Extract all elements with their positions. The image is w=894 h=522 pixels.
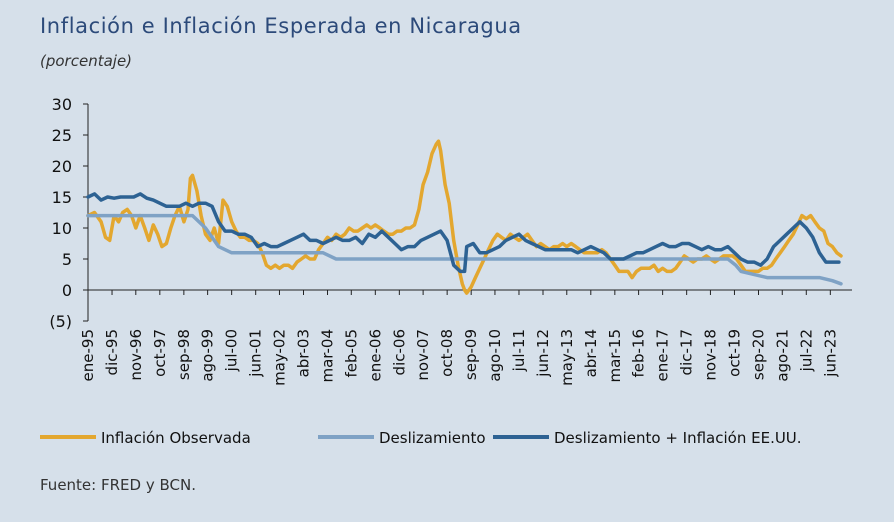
x-tick-label: nov-96 [127,329,145,381]
x-tick-label: sep-20 [749,329,767,380]
x-tick-label: mar-04 [319,329,337,383]
x-tick-label: jul-11 [510,329,528,372]
x-tick-label: oct-19 [725,329,743,377]
chart-title: Inflación e Inflación Esperada en Nicara… [40,14,522,38]
source-note: Fuente: FRED y BCN. [40,476,196,494]
x-tick-label: feb-05 [342,329,360,378]
x-tick-label: jun-12 [534,329,552,378]
x-tick-label: dic-17 [678,329,696,375]
x-tick-label: feb-16 [630,329,648,378]
inflation-line-chart: (5) 0 5 10 15 20 25 30 ene-95 dic-95 nov-96 oct-97 s… [40,95,852,447]
y-tick-label: 15 [52,188,72,207]
series-line-1 [86,139,843,295]
x-tick-label: abr-03 [294,329,312,377]
x-tick-label: ene-06 [366,329,384,381]
y-tick-label: (5) [49,312,72,331]
x-tick-label: ago-21 [773,329,791,382]
y-tick-label: 0 [62,281,72,300]
legend-label-2: Deslizamiento [379,429,486,447]
series-layer [86,139,843,295]
legend: Inflación Observada Deslizamiento Deslizam… [40,429,802,447]
x-tick-label: jun-01 [247,329,265,378]
legend-label-1: Inflación Observada [101,429,251,447]
y-tick-label: 10 [52,219,72,238]
x-tick-label: ago-99 [199,329,217,382]
x-tick-label: mar-15 [606,329,624,383]
x-tick-label: jul-22 [797,329,815,372]
x-tick-label: oct-97 [151,329,169,377]
x-tick-label: dic-06 [390,329,408,375]
y-tick-label: 25 [52,126,72,145]
x-tick-label: nov-07 [414,329,432,381]
x-tick-label: jul-00 [223,329,241,372]
y-tick-label: 30 [52,95,72,114]
x-tick-label: nov-18 [701,329,719,381]
x-tick-label: may-13 [558,329,576,386]
series-line-2 [86,213,843,286]
series-line-3 [86,192,841,274]
x-tick-label: ene-17 [654,329,672,381]
chart-subtitle: (porcentaje) [40,52,133,70]
x-tick-label: jun-23 [821,329,839,378]
y-tick-label: 5 [62,250,72,269]
x-tick-label: may-02 [270,329,288,386]
x-tick-label: oct-08 [438,329,456,377]
x-tick-label: dic-95 [103,329,121,375]
x-tick-label: sep-09 [462,329,480,380]
x-tick-label: ene-95 [79,329,97,381]
axis-layer: (5) 0 5 10 15 20 25 30 ene-95 dic-95 nov-96 oct-97 s… [49,95,852,386]
x-tick-label: abr-14 [582,329,600,377]
legend-label-3: Deslizamiento + Inflación EE.UU. [554,429,802,447]
x-tick-label: sep-98 [175,329,193,380]
x-tick-label: ago-10 [486,329,504,382]
y-tick-label: 20 [52,157,72,176]
